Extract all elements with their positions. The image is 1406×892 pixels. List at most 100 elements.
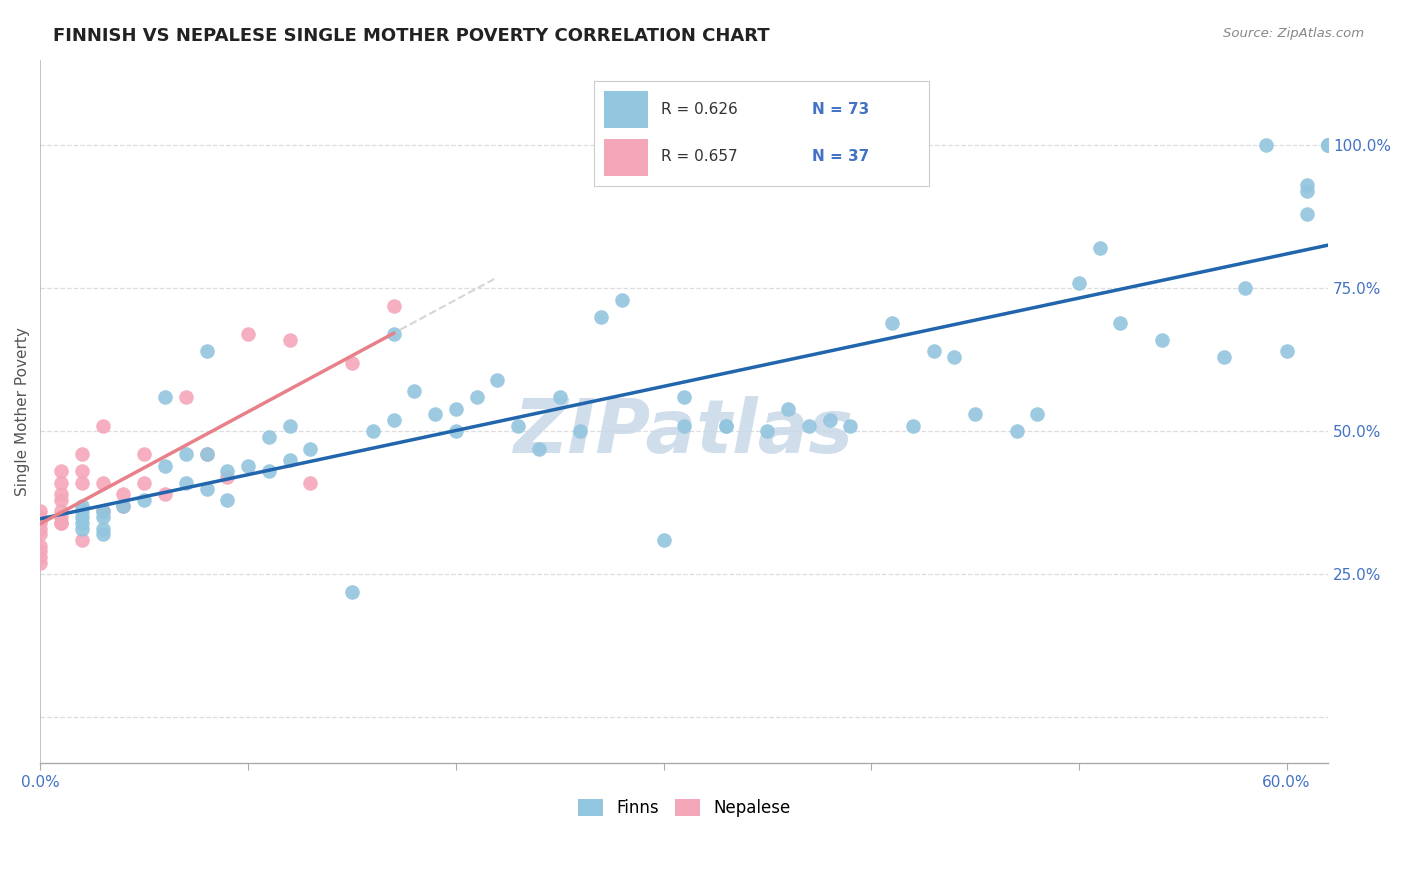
Point [174,475,197,490]
Point [1234,281,1257,295]
Point [278,453,301,467]
Point [797,418,820,433]
Point [30,550,52,565]
Point [1317,138,1340,153]
Point [51,516,73,530]
Point [278,418,301,433]
Point [70,533,93,547]
Point [1317,138,1340,153]
Point [236,458,259,473]
Text: ZIPatlas: ZIPatlas [515,396,855,469]
Point [299,475,322,490]
Point [174,447,197,461]
Point [591,310,613,324]
Point [257,465,280,479]
Point [778,401,800,416]
Point [91,475,114,490]
Point [756,425,779,439]
Point [91,504,114,518]
Point [1026,407,1049,421]
Point [217,465,239,479]
Legend: Finns, Nepalese: Finns, Nepalese [569,790,799,825]
Point [70,475,93,490]
Point [30,556,52,570]
Point [382,299,405,313]
Point [30,510,52,524]
Point [404,384,426,399]
Point [880,316,903,330]
Point [465,390,488,404]
Point [70,504,93,518]
Point [361,425,384,439]
Point [1275,344,1298,359]
Point [1088,241,1111,255]
Point [299,442,322,456]
Point [1109,316,1132,330]
Point [1317,138,1340,153]
Point [382,327,405,342]
Point [51,504,73,518]
Point [70,516,93,530]
Point [70,447,93,461]
Point [569,425,592,439]
Point [30,516,52,530]
Text: Source: ZipAtlas.com: Source: ZipAtlas.com [1223,27,1364,40]
Point [112,487,135,501]
Point [112,499,135,513]
Y-axis label: Single Mother Poverty: Single Mother Poverty [15,327,30,496]
Point [652,533,675,547]
Point [673,390,696,404]
Point [70,465,93,479]
Point [217,493,239,508]
Point [1317,138,1340,153]
Point [30,544,52,558]
Point [91,527,114,541]
Point [673,418,696,433]
Point [174,390,197,404]
Point [134,493,156,508]
Point [1254,138,1277,153]
Point [508,418,530,433]
Point [217,470,239,484]
Point [153,487,176,501]
Point [91,510,114,524]
Point [236,327,259,342]
Point [195,344,218,359]
Point [610,293,633,307]
Point [1296,184,1319,198]
Text: FINNISH VS NEPALESE SINGLE MOTHER POVERTY CORRELATION CHART: FINNISH VS NEPALESE SINGLE MOTHER POVERT… [53,27,770,45]
Point [134,447,156,461]
Point [51,516,73,530]
Point [423,407,446,421]
Point [195,482,218,496]
Point [901,418,924,433]
Point [30,539,52,553]
Point [30,522,52,536]
Point [195,447,218,461]
Point [51,475,73,490]
Point [527,442,550,456]
Point [30,504,52,518]
Point [922,344,945,359]
Point [1317,138,1340,153]
Point [51,493,73,508]
Point [1067,276,1090,290]
Point [486,373,509,387]
Point [1296,178,1319,193]
Point [1005,425,1028,439]
Point [1150,333,1173,347]
Point [51,510,73,524]
Point [382,413,405,427]
Point [714,418,737,433]
Point [444,401,467,416]
Point [195,447,218,461]
Point [91,522,114,536]
Point [818,413,841,427]
Point [548,390,571,404]
Point [112,499,135,513]
Point [444,425,467,439]
Point [51,465,73,479]
Point [714,418,737,433]
Point [153,458,176,473]
Point [51,487,73,501]
